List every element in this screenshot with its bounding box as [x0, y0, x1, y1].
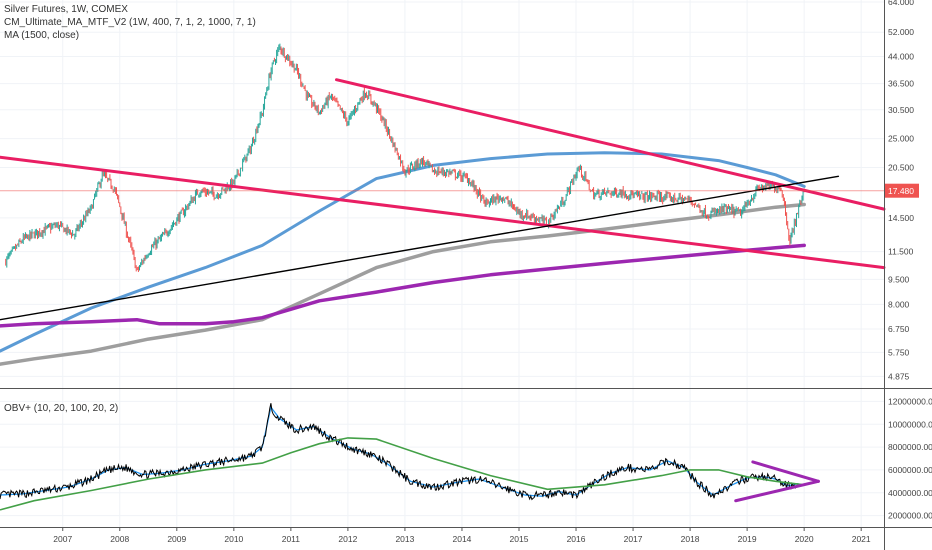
obv-tick-label: 6000000.000 — [888, 465, 932, 475]
time-tick-label: 2018 — [681, 534, 700, 544]
obv-tick-label: 2000000.000 — [888, 511, 932, 521]
ma-line-blue — [0, 151, 806, 353]
time-tick-label: 2016 — [567, 534, 586, 544]
grid — [0, 0, 884, 527]
trendline-pink — [334, 78, 886, 211]
obv-tick-label: 4000000.000 — [888, 488, 932, 498]
time-tick-label: 2015 — [510, 534, 529, 544]
time-tick-label: 2020 — [795, 534, 814, 544]
price-tick-label: 9.500 — [888, 274, 910, 284]
obv-slow-ma-line — [0, 437, 805, 511]
time-tick-label: 2019 — [738, 534, 757, 544]
last-price-label-bg — [885, 183, 919, 198]
time-tick-label: 2012 — [338, 534, 357, 544]
legend-obv: OBV+ (10, 20, 100, 20, 2) — [4, 403, 119, 414]
price-tick-label: 5.750 — [888, 347, 910, 357]
price-tick-label: 14.500 — [888, 213, 914, 223]
time-tick-label: 2017 — [624, 534, 643, 544]
time-tick-label: 2021 — [852, 534, 871, 544]
price-tick-label: 8.000 — [888, 299, 910, 309]
price-tick-label: 11.500 — [888, 247, 914, 257]
price-tick-label: 36.500 — [888, 79, 914, 89]
price-tick-label: 64.000 — [888, 0, 914, 7]
price-tick-label: 20.500 — [888, 163, 914, 173]
legend-indicator-ma-mtf: CM_Ultimate_MA_MTF_V2 (1W, 400, 7, 1, 2,… — [4, 17, 256, 28]
price-tick-label: 44.000 — [888, 51, 914, 61]
time-tick-label: 2013 — [395, 534, 414, 544]
price-candles — [5, 43, 805, 273]
time-tick-label: 2008 — [110, 534, 129, 544]
time-tick-label: 2009 — [167, 534, 186, 544]
price-tick-label: 30.500 — [888, 105, 914, 115]
ma-line-gray — [0, 202, 806, 366]
price-pane[interactable] — [0, 43, 886, 366]
obv-tick-label: 12000000.000 — [888, 396, 932, 406]
price-tick-label: 6.750 — [888, 324, 910, 334]
obv-tick-label: 8000000.000 — [888, 442, 932, 452]
price-tick-label: 25.000 — [888, 134, 914, 144]
time-tick-label: 2007 — [53, 534, 72, 544]
legend-indicator-ma: MA (1500, close) — [4, 30, 80, 41]
ma-line-purple — [0, 243, 806, 328]
last-price-label: 17.480 — [888, 186, 914, 196]
obv-trendline — [751, 460, 820, 483]
obv-pane[interactable] — [0, 403, 820, 511]
trendline-pink — [0, 155, 886, 270]
time-tick-label: 2014 — [453, 534, 472, 544]
obv-series — [0, 403, 799, 501]
obv-line — [0, 403, 799, 501]
trendline-black — [0, 175, 840, 321]
price-tick-label: 52.000 — [888, 27, 914, 37]
time-tick-label: 2011 — [282, 534, 301, 544]
obv-tick-label: 10000000.000 — [888, 419, 932, 429]
price-tick-label: 4.875 — [888, 371, 910, 381]
legend-symbol: Silver Futures, 1W, COMEX — [4, 4, 128, 15]
time-tick-label: 2010 — [224, 534, 243, 544]
obv-trendline — [734, 479, 820, 503]
